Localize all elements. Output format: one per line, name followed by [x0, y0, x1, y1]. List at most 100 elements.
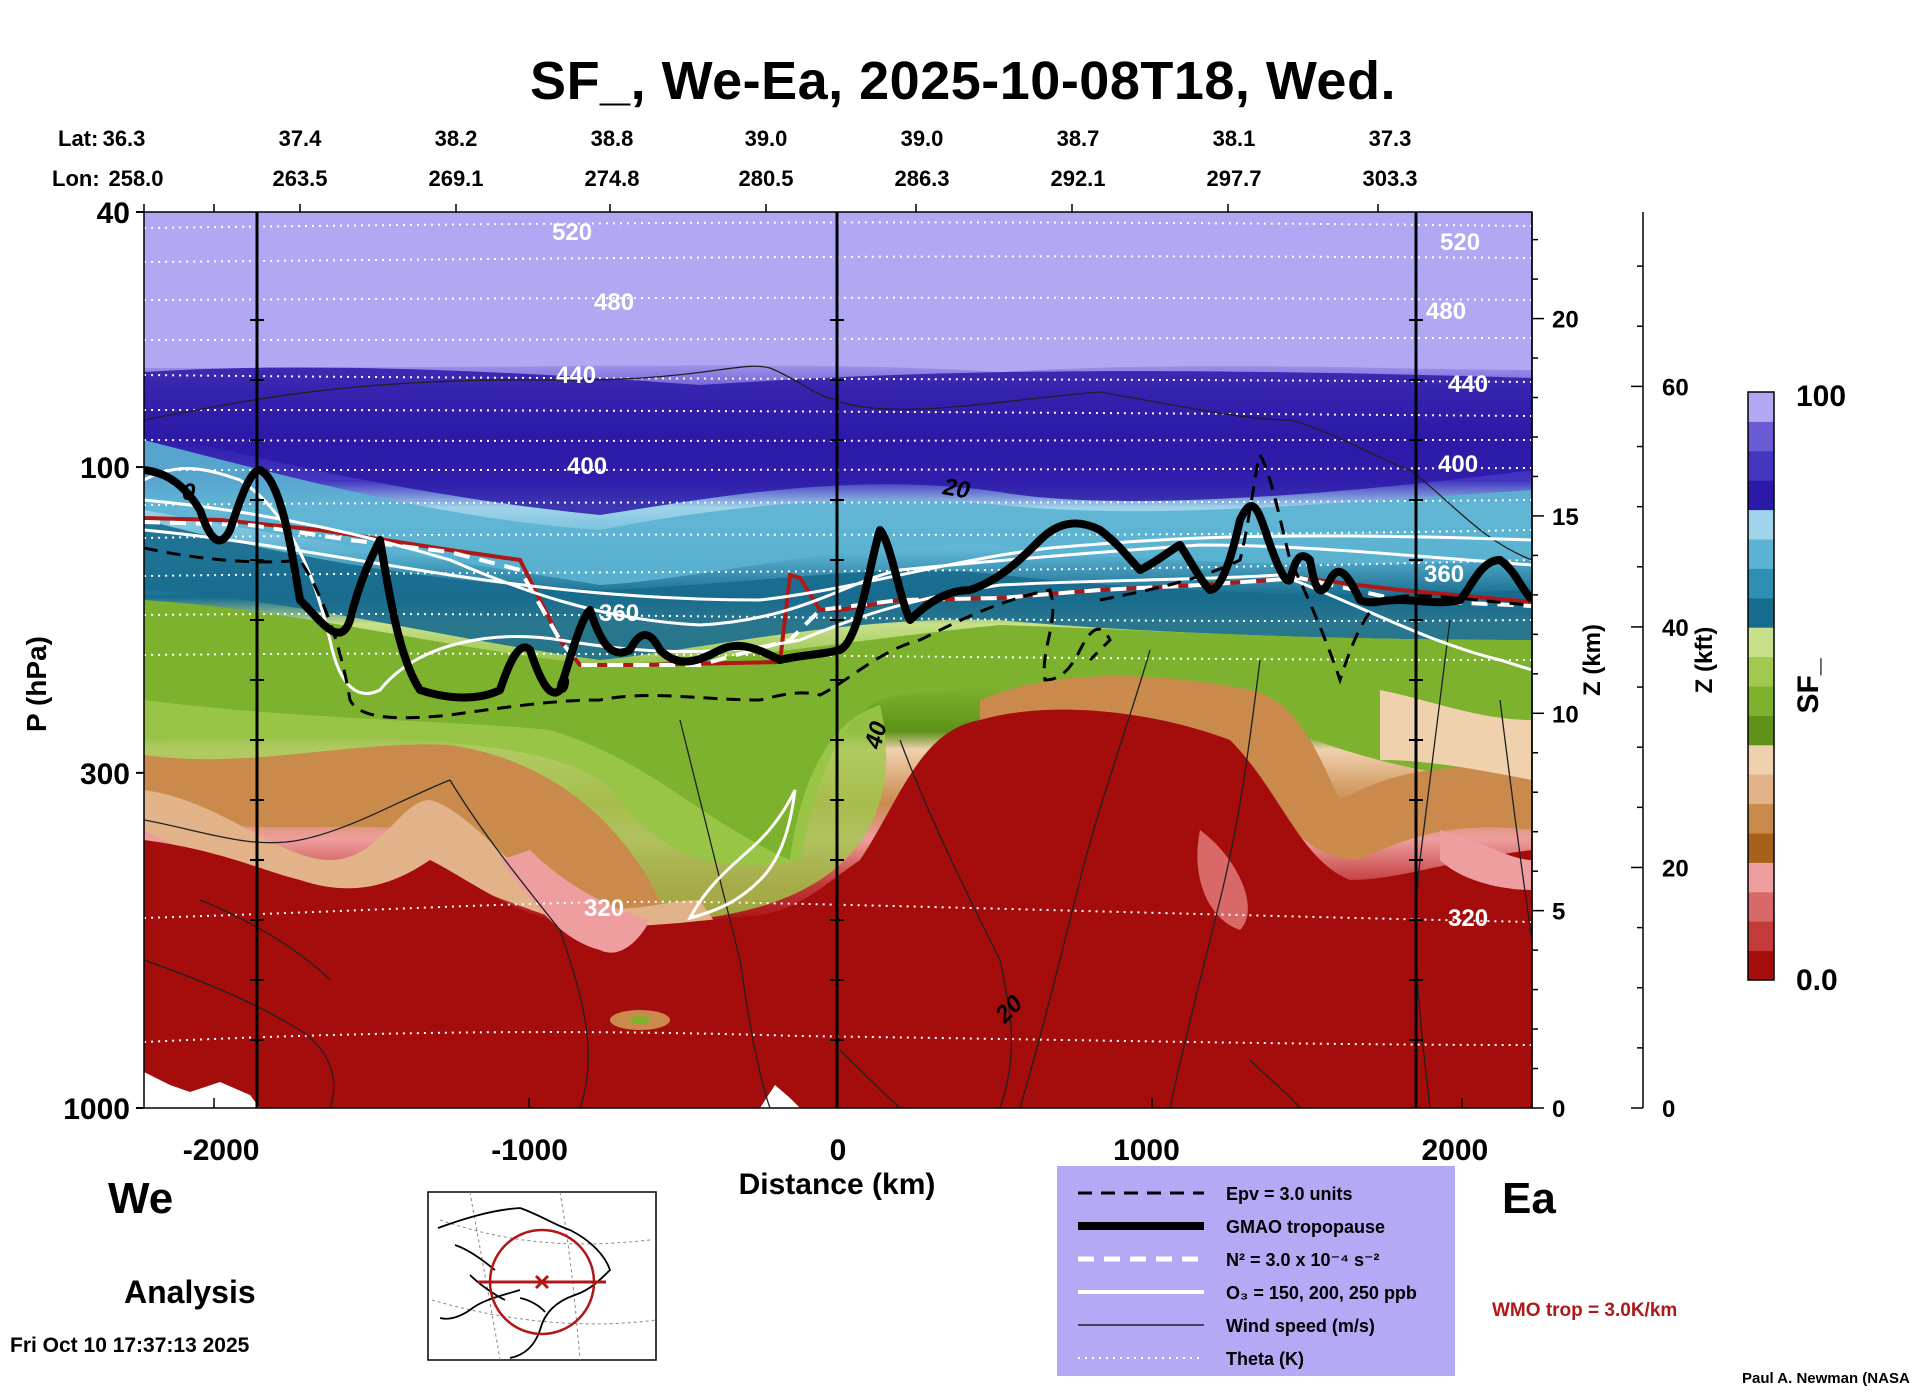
- legend-label: Epv = 3.0 units: [1226, 1184, 1353, 1204]
- lon-value: 258.0: [108, 166, 164, 191]
- lat-value: 38.7: [1056, 126, 1100, 151]
- y-axis-label: P (hPa): [21, 636, 52, 732]
- colorbar-segment: [1748, 421, 1774, 452]
- legend-label: GMAO tropopause: [1226, 1217, 1385, 1237]
- colorbar-min-label: 0.0: [1796, 964, 1838, 997]
- legend-label: Theta (K): [1226, 1349, 1304, 1369]
- z-km-tick-label: 10: [1552, 701, 1579, 728]
- y-tick-label: 40: [97, 197, 130, 230]
- colorbar-segment: [1748, 509, 1774, 540]
- theta-label-360: 360: [599, 600, 639, 627]
- y-tick-label: 300: [80, 758, 130, 791]
- legend-label: Wind speed (m/s): [1226, 1316, 1375, 1336]
- x-tick-label: 0: [830, 1134, 847, 1167]
- lon-value: 292.1: [1050, 166, 1106, 191]
- theta-label-520: 520: [552, 219, 592, 246]
- lat-value: 38.8: [590, 126, 634, 151]
- lon-value: 286.3: [894, 166, 950, 191]
- z-kft-tick-label: 60: [1662, 374, 1689, 401]
- lon-value: 274.8: [584, 166, 640, 191]
- lat-label: Lat:: [58, 126, 99, 151]
- z-km-label: Z (km): [1579, 624, 1606, 696]
- y-tick-label: 100: [80, 452, 130, 485]
- colorbar-segment: [1748, 950, 1774, 981]
- lat-value: 39.0: [744, 126, 788, 151]
- x-tick-label: -2000: [183, 1134, 260, 1167]
- theta-label-440-right: 440: [1448, 371, 1488, 398]
- colorbar-segment: [1748, 744, 1774, 775]
- west-label: We: [108, 1174, 174, 1223]
- x-tick-label: 1000: [1113, 1134, 1180, 1167]
- x-axis-label: Distance (km): [739, 1168, 936, 1201]
- z-kft-tick-label: 0: [1662, 1096, 1675, 1123]
- colorbar-label: SF_: [1792, 658, 1825, 713]
- lat-value: 37.3: [1368, 126, 1412, 151]
- colorbar-segment: [1748, 568, 1774, 599]
- theta-label-440: 440: [556, 362, 596, 389]
- lon-value: 303.3: [1362, 166, 1418, 191]
- theta-label-360-right: 360: [1424, 561, 1464, 588]
- z-km-tick-label: 15: [1552, 504, 1579, 531]
- legend: Epv = 3.0 units GMAO tropopause N² = 3.0 x…: [1057, 1166, 1455, 1376]
- colorbar-segment: [1748, 656, 1774, 687]
- lat-value: 39.0: [900, 126, 944, 151]
- z-km-tick-label: 5: [1552, 899, 1565, 926]
- colorbar-segment: [1748, 392, 1774, 422]
- x-tick-label: 2000: [1422, 1134, 1489, 1167]
- colorbar-segment: [1748, 862, 1774, 893]
- x-tick-label: -1000: [491, 1134, 568, 1167]
- z-kft-tick-label: 40: [1662, 615, 1689, 642]
- colorbar-segment: [1748, 921, 1774, 952]
- lon-value: 297.7: [1206, 166, 1262, 191]
- theta-label-480: 480: [594, 289, 634, 316]
- theta-label-320: 320: [584, 895, 624, 922]
- colorbar: [1748, 392, 1774, 981]
- theta-label-520-right: 520: [1440, 229, 1480, 256]
- lat-value: 36.3: [102, 126, 146, 151]
- z-km-tick-label: 0: [1552, 1096, 1565, 1123]
- chart-title: SF_, We-Ea, 2025-10-08T18, Wed.: [530, 51, 1396, 111]
- colorbar-segment: [1748, 450, 1774, 481]
- colorbar-segment: [1748, 480, 1774, 511]
- colorbar-segment: [1748, 715, 1774, 746]
- y-tick-label: 1000: [63, 1093, 130, 1126]
- lon-value: 280.5: [738, 166, 794, 191]
- wmo-trop-label: WMO trop = 3.0K/km: [1492, 1300, 1678, 1321]
- timestamp: Fri Oct 10 17:37:13 2025: [10, 1334, 250, 1357]
- colorbar-segment: [1748, 597, 1774, 628]
- z-kft-axis: 0 20 40 60: [1631, 265, 1689, 1123]
- colorbar-segment: [1748, 627, 1774, 658]
- lon-value: 269.1: [428, 166, 484, 191]
- wind-label-20: 20: [940, 473, 973, 505]
- lat-value: 38.2: [434, 126, 478, 151]
- analysis-label: Analysis: [124, 1274, 256, 1310]
- colorbar-segment: [1748, 803, 1774, 834]
- pressure-axis: 40 100 300 1000: [63, 197, 144, 1126]
- inset-map: [427, 1191, 657, 1361]
- z-km-axis: 0 5 10 15 20: [1532, 238, 1579, 1123]
- wind-label-0: 0: [182, 479, 196, 506]
- credit: Paul A. Newman (NASA: [1742, 1370, 1910, 1387]
- colorbar-segment: [1748, 686, 1774, 716]
- distance-axis: -2000 -1000 0 1000 2000: [183, 1134, 1489, 1167]
- lat-value: 38.1: [1212, 126, 1256, 151]
- z-kft-tick-label: 20: [1662, 855, 1689, 882]
- east-label: Ea: [1502, 1174, 1556, 1223]
- colorbar-max-label: 100: [1796, 380, 1846, 413]
- z-km-tick-label: 20: [1552, 307, 1579, 334]
- colorbar-segment: [1748, 833, 1774, 863]
- lat-value: 37.4: [278, 126, 322, 151]
- lon-label: Lon:: [52, 166, 100, 191]
- colorbar-segment: [1748, 774, 1774, 805]
- theta-label-320-right: 320: [1448, 905, 1488, 932]
- z-kft-label: Z (kft): [1691, 627, 1718, 694]
- legend-label: O₃ = 150, 200, 250 ppb: [1226, 1283, 1417, 1303]
- legend-label: N² = 3.0 x 10⁻⁴ s⁻²: [1226, 1250, 1379, 1270]
- colorbar-segment: [1748, 539, 1774, 569]
- colorbar-segment: [1748, 891, 1774, 922]
- lon-value: 263.5: [272, 166, 328, 191]
- theta-label-400-right: 400: [1438, 451, 1478, 478]
- theta-label-480-right: 480: [1426, 298, 1466, 325]
- theta-label-400: 400: [567, 453, 607, 480]
